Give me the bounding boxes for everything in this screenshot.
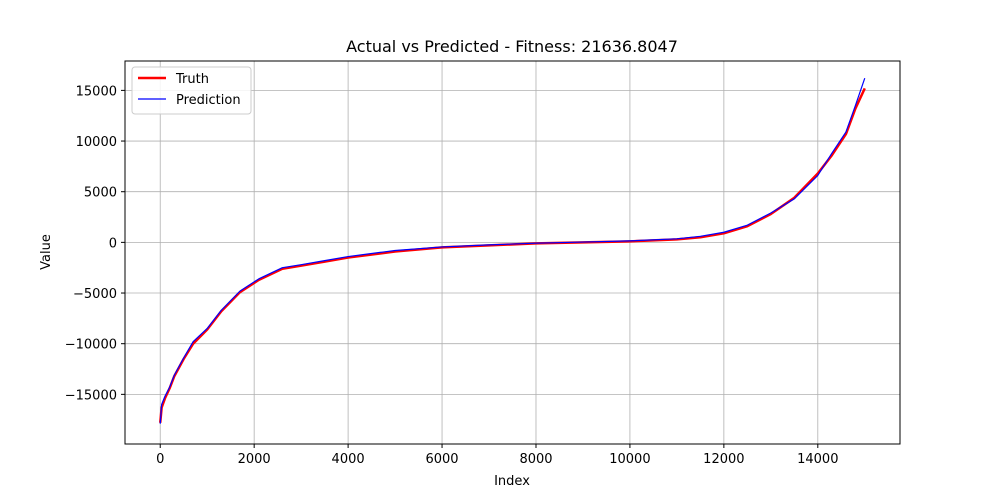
x-tick-label: 0 (156, 452, 164, 467)
x-tick-label: 4000 (332, 452, 365, 467)
y-axis-label: Value (39, 234, 54, 270)
y-tick-label: 0 (109, 236, 117, 251)
y-tick-label: −5000 (73, 287, 117, 302)
grid (125, 61, 900, 444)
x-axis-label: Index (494, 474, 530, 489)
legend-label-truth: Truth (175, 72, 209, 87)
series-layer (158, 78, 866, 424)
y-tick-label: −10000 (65, 338, 117, 353)
y-tick-label: 10000 (76, 135, 117, 150)
series-line-prediction (159, 78, 866, 424)
legend-label-prediction: Prediction (176, 93, 241, 108)
x-tick-label: 2000 (238, 452, 271, 467)
x-tick-label: 12000 (703, 452, 744, 467)
x-tick-label: 6000 (425, 452, 458, 467)
y-axis-ticks: −15000 −10000 −5000 0 5000 10000 15000 (65, 84, 125, 403)
x-tick-label: 10000 (609, 452, 650, 467)
chart-title: Actual vs Predicted - Fitness: 21636.804… (346, 37, 678, 56)
x-axis-ticks: 0 2000 4000 6000 8000 10000 12000 14000 (156, 444, 838, 467)
plot-area-frame (124, 60, 901, 445)
x-tick-label: 14000 (797, 452, 838, 467)
y-tick-label: 5000 (84, 186, 117, 201)
y-tick-label: 15000 (76, 84, 117, 99)
legend: Truth Prediction (131, 66, 252, 115)
y-tick-label: −15000 (65, 388, 117, 403)
x-tick-label: 8000 (519, 452, 552, 467)
